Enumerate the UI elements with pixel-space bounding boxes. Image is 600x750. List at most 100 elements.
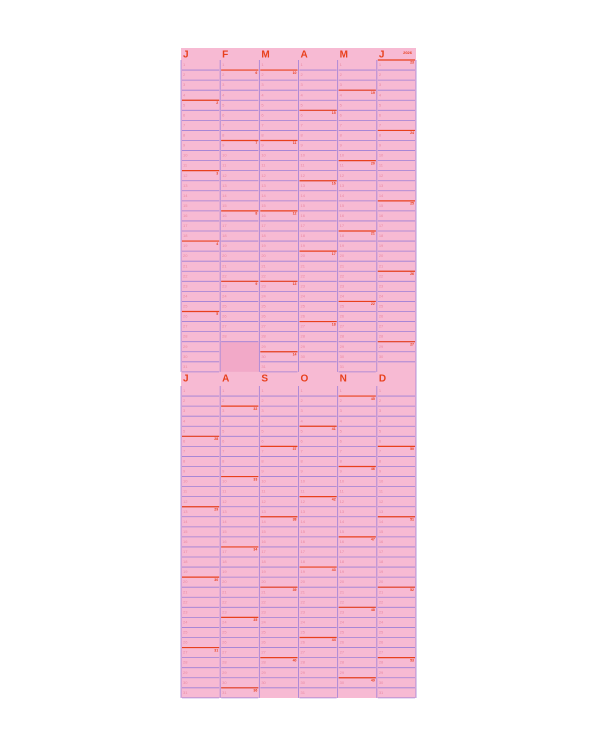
day-number: 28 <box>379 334 384 339</box>
day-number: 1 <box>340 388 343 393</box>
day-number: 26 <box>379 314 384 319</box>
day-number: 4 <box>261 418 264 423</box>
month-letter: D <box>379 374 386 385</box>
day-number: 4 <box>222 418 225 423</box>
day-number: 9 <box>183 143 186 148</box>
week-number: 23 <box>410 61 414 65</box>
day-number: 6 <box>183 112 186 117</box>
day-number: 18 <box>261 233 266 238</box>
day-number: 11 <box>340 489 345 494</box>
day-number: 22 <box>301 273 306 278</box>
day-number: 3 <box>183 408 186 413</box>
day-number: 6 <box>379 112 382 117</box>
week-number: 44 <box>332 638 336 642</box>
day-number: 18 <box>222 559 227 564</box>
day-number: 27 <box>222 650 227 655</box>
day-number: 21 <box>222 263 227 268</box>
day-number: 1 <box>379 388 382 393</box>
day-number: 1 <box>183 62 186 67</box>
empty-days <box>299 361 338 372</box>
week-number: 34 <box>253 548 257 552</box>
day-number: 10 <box>379 153 384 158</box>
day-number: 5 <box>222 428 225 433</box>
day-number: 27 <box>379 650 384 655</box>
day-number: 12 <box>379 173 384 178</box>
day-number: 26 <box>379 640 384 645</box>
week-number: 11 <box>293 141 297 145</box>
day-number: 6 <box>222 112 225 117</box>
day-number: 20 <box>301 253 306 258</box>
day-number: 12 <box>301 499 306 504</box>
day-number: 27 <box>301 324 306 329</box>
week-number: 46 <box>371 467 375 471</box>
day-number: 3 <box>340 82 343 87</box>
day-number: 10 <box>183 479 188 484</box>
day-number: 10 <box>261 479 266 484</box>
day-number: 21 <box>301 263 306 268</box>
day-number: 10 <box>183 153 188 158</box>
day-number: 28 <box>261 334 266 339</box>
week-number: 22 <box>371 302 375 306</box>
day-number: 13 <box>261 183 266 188</box>
day-number: 23 <box>183 283 188 288</box>
day-number: 29 <box>340 344 345 349</box>
day-number: 30 <box>183 354 188 359</box>
day-number: 31 <box>183 364 188 369</box>
week-number: 37 <box>293 447 297 451</box>
day-number: 27 <box>340 324 345 329</box>
day-number: 27 <box>261 324 266 329</box>
day-number: 25 <box>183 630 188 635</box>
day-number: 12 <box>222 173 227 178</box>
day-number: 18 <box>301 233 306 238</box>
week-number: 29 <box>214 507 218 511</box>
day-number: 14 <box>379 519 384 524</box>
day-number: 11 <box>222 489 227 494</box>
day-number: 5 <box>222 102 225 107</box>
day-number: 1 <box>261 62 264 67</box>
day-number: 19 <box>261 243 266 248</box>
day-number: 30 <box>222 680 227 685</box>
week-number: 26 <box>410 272 414 276</box>
day-number: 28 <box>222 334 227 339</box>
day-number: 27 <box>379 324 384 329</box>
day-number: 6 <box>301 112 304 117</box>
week-number: 30 <box>214 578 218 582</box>
day-number: 1 <box>222 62 225 67</box>
day-number: 7 <box>222 122 225 127</box>
day-number: 31 <box>261 364 266 369</box>
day-number: 14 <box>340 193 345 198</box>
day-number: 16 <box>183 213 188 218</box>
day-number: 4 <box>183 92 186 97</box>
day-number: 17 <box>379 223 384 228</box>
day-number: 13 <box>222 183 227 188</box>
year: 2026 <box>403 50 413 55</box>
day-number: 12 <box>222 499 227 504</box>
day-number: 19 <box>340 569 345 574</box>
day-number: 11 <box>379 489 384 494</box>
empty-days <box>220 341 259 372</box>
day-number: 19 <box>379 243 384 248</box>
day-number: 6 <box>261 438 264 443</box>
day-number: 19 <box>261 569 266 574</box>
day-number: 2 <box>301 72 304 77</box>
day-number: 2 <box>183 72 186 77</box>
day-number: 15 <box>301 203 306 208</box>
day-number: 17 <box>261 223 266 228</box>
day-number: 16 <box>261 213 266 218</box>
day-number: 9 <box>183 469 186 474</box>
week-number: 12 <box>293 212 297 216</box>
day-number: 3 <box>340 408 343 413</box>
day-number: 17 <box>183 223 188 228</box>
week-number: 43 <box>332 568 336 572</box>
day-number: 28 <box>301 660 306 665</box>
day-number: 9 <box>222 143 225 148</box>
week-number: 47 <box>371 538 375 542</box>
day-number: 22 <box>301 599 306 604</box>
day-number: 26 <box>261 314 266 319</box>
day-number: 30 <box>379 354 384 359</box>
day-number: 13 <box>222 509 227 514</box>
day-number: 6 <box>222 438 225 443</box>
day-number: 23 <box>379 283 384 288</box>
day-number: 23 <box>340 283 345 288</box>
day-number: 21 <box>301 589 306 594</box>
